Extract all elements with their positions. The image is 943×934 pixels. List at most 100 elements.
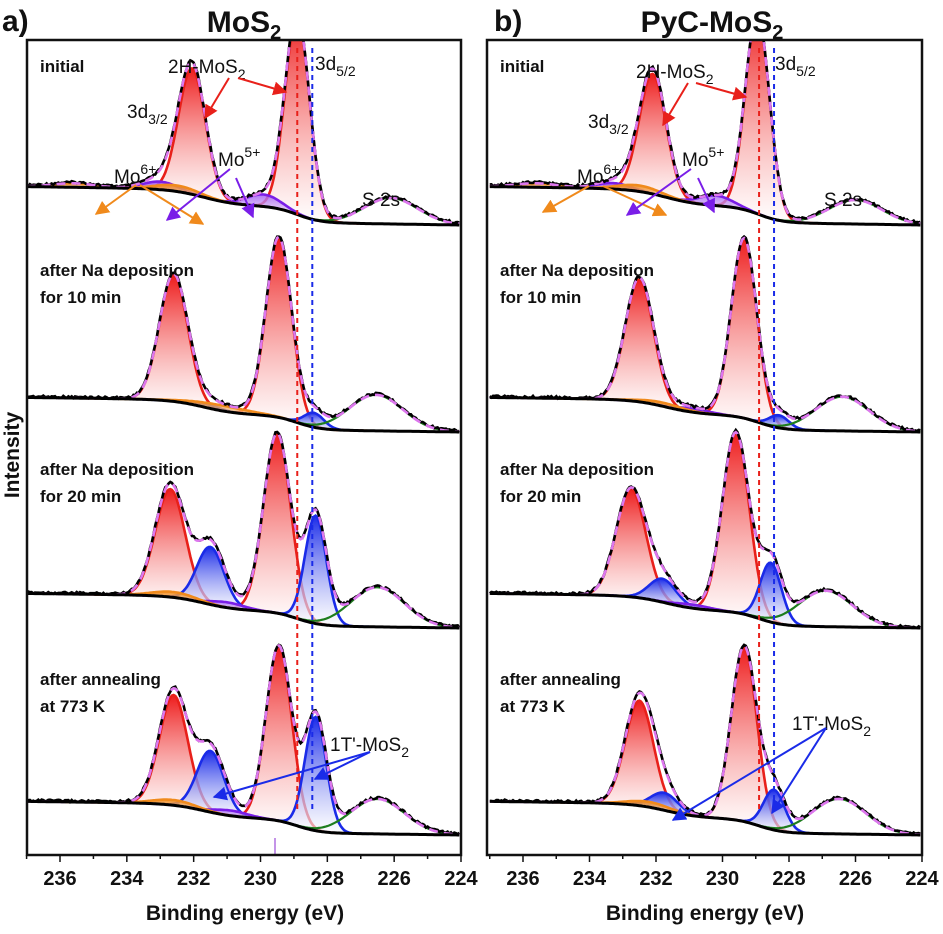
x-tick-label: 232 xyxy=(639,868,672,890)
component-fill xyxy=(679,646,809,834)
annotation-arrow xyxy=(697,177,715,214)
panel-a-frame xyxy=(25,38,463,857)
stage-label: at 773 K xyxy=(500,697,566,716)
x-tick-label: 230 xyxy=(244,868,277,890)
panel-a-letter: a) xyxy=(2,5,29,38)
component-fill xyxy=(262,515,370,627)
annotation-sub: 2 xyxy=(863,723,871,739)
fit-envelope xyxy=(27,40,460,226)
panel-b-x-axis: 236 234 232 230 228 226 224 xyxy=(489,855,940,890)
annotation-label: S 2s xyxy=(362,190,400,211)
annotation-sub: 2 xyxy=(238,66,246,82)
annotation-label: 1T'-MoS2 xyxy=(792,714,871,739)
annotation-label: Mo5+ xyxy=(218,144,260,171)
x-tick-label: 234 xyxy=(110,868,144,890)
fit-envelope xyxy=(489,430,921,630)
annotation-label: 2H-MoS2 xyxy=(636,62,714,87)
annotation-label: Mo6+ xyxy=(577,161,619,188)
panel-a-annotations: initial after Na deposition for 10 min afte… xyxy=(40,54,409,855)
annotation-sub: 3/2 xyxy=(148,111,168,127)
component-fill xyxy=(101,695,248,818)
raw-spectrum xyxy=(27,643,461,837)
annotation-main: 3d xyxy=(588,112,609,133)
annotation-main: Mo xyxy=(218,150,244,171)
component-fill xyxy=(177,191,351,224)
background-line xyxy=(489,799,921,837)
annotation-arrow xyxy=(237,77,288,96)
panel-b-title-main: PyC-MoS xyxy=(641,6,773,39)
x-tick-label: 228 xyxy=(311,868,344,890)
panel-a-title-main: MoS xyxy=(207,6,270,39)
annotation-arrow xyxy=(602,185,668,217)
panel-a-x-axis: 236 234 232 230 228 226 224 xyxy=(25,855,479,890)
annotation-label: 3d3/2 xyxy=(127,102,168,127)
fit-envelope xyxy=(27,431,460,629)
component-fill xyxy=(213,237,344,431)
component-fill xyxy=(213,645,344,834)
y-axis-label: Intensity xyxy=(1,412,24,499)
component-fill xyxy=(263,412,365,431)
annotation-sup: 6+ xyxy=(140,161,156,177)
component-fill xyxy=(123,68,261,207)
annotation-label: Mo5+ xyxy=(682,144,724,171)
fit-envelope xyxy=(489,40,921,225)
stage-4-spectra xyxy=(489,643,921,837)
x-tick-label: 236 xyxy=(43,868,76,890)
annotation-sub: 2 xyxy=(706,71,714,87)
component-fill xyxy=(27,183,184,193)
annotation-arrow xyxy=(671,727,827,821)
annotation-arrow xyxy=(165,168,231,221)
component-fill xyxy=(101,275,248,414)
annotation-main: Mo xyxy=(114,167,140,188)
annotation-main: S 2s xyxy=(824,190,862,211)
annotation-main: 3d xyxy=(775,54,796,75)
annotation-arrow xyxy=(94,184,137,215)
component-fill xyxy=(695,40,819,224)
x-tick-label: 232 xyxy=(177,868,210,890)
annotation-main: Mo xyxy=(577,167,603,188)
background-line xyxy=(489,395,921,434)
x-tick-label: 224 xyxy=(905,868,939,890)
annotation-arrow xyxy=(625,168,692,216)
annotation-arrow xyxy=(204,77,230,120)
annotation-label: 3d5/2 xyxy=(315,54,356,79)
stage-label: initial xyxy=(40,57,84,76)
annotation-main: 1T'-MoS xyxy=(792,714,863,735)
annotation-sup: 6+ xyxy=(603,161,619,177)
component-fill xyxy=(584,74,721,206)
stage-label: for 10 min xyxy=(40,288,121,307)
stage-3-spectra xyxy=(27,430,461,630)
panel-b-plot xyxy=(488,40,922,837)
annotation-main: 3d xyxy=(127,102,148,123)
annotation-label: Mo6+ xyxy=(114,161,156,188)
component-fill xyxy=(93,489,248,610)
raw-spectrum xyxy=(27,235,460,434)
stage-label: for 10 min xyxy=(500,288,581,307)
component-fill xyxy=(566,700,713,818)
component-fill xyxy=(566,279,713,415)
panel-b-letter: b) xyxy=(494,5,522,38)
panel-a-plot xyxy=(27,40,461,837)
annotation-arrow xyxy=(212,751,371,801)
component-fill xyxy=(715,562,824,627)
annotation-sup: 5+ xyxy=(244,144,260,160)
annotation-label: 3d3/2 xyxy=(588,112,629,137)
panel-b-frame xyxy=(485,38,924,857)
fit-envelope xyxy=(489,644,921,836)
stage-2-spectra xyxy=(488,234,921,434)
annotation-main: 2H-MoS xyxy=(168,57,238,78)
annotation-sub: 5/2 xyxy=(796,63,816,79)
panel-b-x-axis-label: Binding energy (eV) xyxy=(606,902,804,925)
annotation-label: S 2s xyxy=(824,190,862,211)
component-fill xyxy=(489,183,646,193)
component-fill xyxy=(729,415,829,431)
stage-label: for 20 min xyxy=(500,487,581,506)
annotation-sub: 5/2 xyxy=(336,63,356,79)
stage-label: after annealing xyxy=(40,670,161,689)
x-tick-label: 236 xyxy=(506,868,539,890)
annotation-arrow xyxy=(235,177,255,219)
annotation-sup: 5+ xyxy=(708,144,724,160)
